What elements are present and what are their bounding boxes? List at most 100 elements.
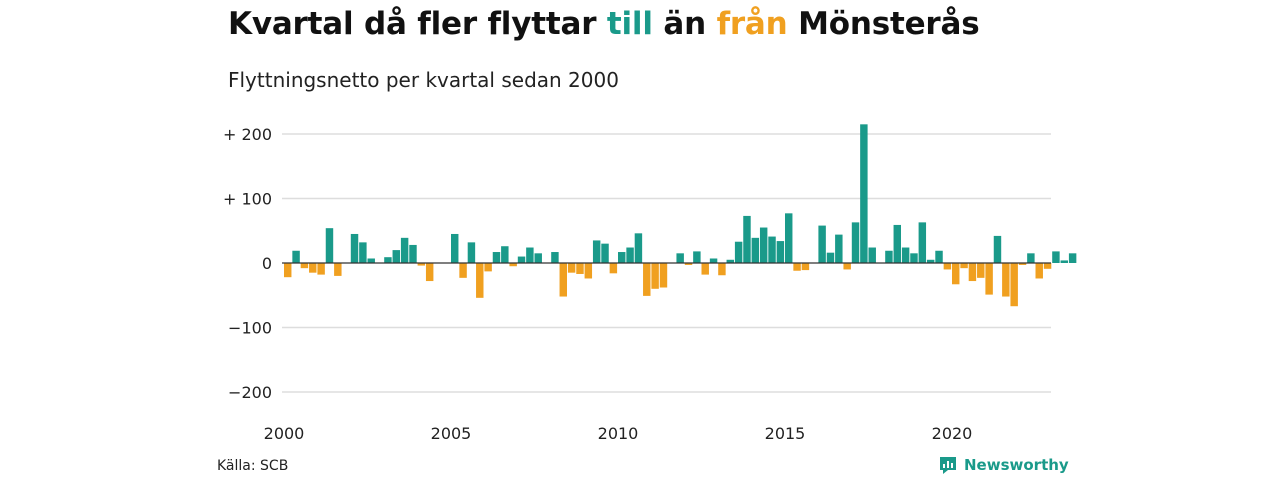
x-tick-label: 2015 xyxy=(765,424,806,443)
bar xyxy=(818,225,826,263)
bar xyxy=(509,263,517,267)
bar xyxy=(592,240,601,263)
bar xyxy=(701,263,709,275)
bar xyxy=(860,124,868,264)
bar xyxy=(993,235,1002,263)
bar xyxy=(367,258,375,263)
bar xyxy=(684,263,693,265)
bar xyxy=(534,253,542,263)
bar xyxy=(400,237,409,263)
bar xyxy=(926,259,935,263)
bar xyxy=(459,263,467,278)
bar xyxy=(893,224,901,263)
title-part-2: än xyxy=(652,6,717,42)
x-tick-label: 2005 xyxy=(431,424,472,443)
bar xyxy=(659,263,668,288)
bar xyxy=(768,236,776,263)
bar xyxy=(851,222,860,263)
bar xyxy=(1002,263,1010,297)
bar xyxy=(1010,263,1018,307)
bar xyxy=(609,263,618,274)
bar xyxy=(793,263,801,271)
newsworthy-logo-icon xyxy=(940,457,956,474)
title-part-3: Mönsterås xyxy=(787,6,980,42)
bar xyxy=(676,253,684,263)
bar xyxy=(734,241,743,263)
bar xyxy=(350,233,359,263)
chart-subtitle: Flyttningsnetto per kvartal sedan 2000 xyxy=(228,68,619,92)
bar xyxy=(693,251,701,263)
bar xyxy=(935,250,943,263)
bar xyxy=(651,263,659,289)
x-tick-label: 2020 xyxy=(932,424,973,443)
bar xyxy=(300,263,309,269)
bar xyxy=(901,247,910,263)
x-tick-label: 2000 xyxy=(264,424,305,443)
bar xyxy=(868,247,876,263)
y-tick-label: 0 xyxy=(262,254,272,273)
bar xyxy=(960,263,968,269)
bar xyxy=(618,252,626,263)
bar xyxy=(968,263,977,282)
bar xyxy=(484,263,492,272)
title-part-1: Kvartal då fler flyttar xyxy=(228,6,607,42)
bar xyxy=(634,233,643,263)
bar xyxy=(835,234,843,263)
bar xyxy=(626,247,634,263)
y-tick-label: + 200 xyxy=(223,125,272,144)
bar xyxy=(785,213,793,263)
bar xyxy=(526,247,534,263)
bar xyxy=(492,252,501,263)
bar xyxy=(801,263,810,271)
bar xyxy=(451,233,459,263)
y-tick-label: −200 xyxy=(228,383,272,402)
bar xyxy=(977,263,985,278)
bar xyxy=(952,263,960,285)
chart-title: Kvartal då fler flyttar till än från Mön… xyxy=(228,6,980,42)
bar xyxy=(1052,251,1060,263)
bar xyxy=(392,250,400,263)
bar xyxy=(1018,263,1027,265)
bar xyxy=(1060,260,1068,263)
bar xyxy=(584,263,593,279)
bar xyxy=(643,263,651,296)
bar xyxy=(943,263,952,270)
bar xyxy=(910,253,918,263)
x-tick-label: 2010 xyxy=(598,424,639,443)
bar xyxy=(467,242,476,263)
y-tick-label: + 100 xyxy=(223,190,272,209)
bar xyxy=(576,263,584,274)
bar xyxy=(826,252,835,263)
bar xyxy=(476,263,484,298)
title-word-out: från xyxy=(716,6,788,42)
bar xyxy=(425,263,434,282)
bar xyxy=(885,250,893,263)
brand-logo: Newsworthy xyxy=(938,455,1069,475)
bar xyxy=(325,228,334,263)
bar xyxy=(776,241,785,263)
bar xyxy=(359,242,367,263)
bar xyxy=(559,263,567,297)
brand-name: Newsworthy xyxy=(964,456,1069,474)
bar xyxy=(1068,253,1077,263)
bar xyxy=(567,263,576,273)
bar xyxy=(759,227,768,263)
source-note: Källa: SCB xyxy=(217,458,289,474)
bar xyxy=(517,256,526,263)
bar xyxy=(409,244,417,263)
bar xyxy=(292,250,300,263)
bar xyxy=(1027,253,1035,263)
bar xyxy=(743,215,751,263)
bar xyxy=(309,263,317,273)
bar xyxy=(334,263,342,276)
bar xyxy=(843,263,851,270)
bar xyxy=(417,263,426,266)
bar xyxy=(284,263,292,278)
bar xyxy=(1043,263,1052,269)
bar xyxy=(601,243,609,263)
bar xyxy=(709,258,718,263)
bar xyxy=(384,257,392,263)
bar xyxy=(718,263,726,276)
bar xyxy=(1035,263,1043,279)
